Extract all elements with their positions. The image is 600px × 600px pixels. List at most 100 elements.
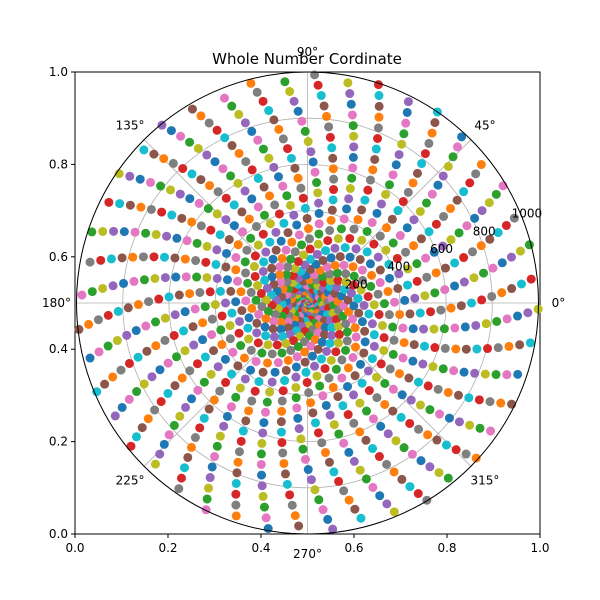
scatter-point [87, 227, 97, 237]
scatter-point [87, 287, 97, 297]
scatter-point [149, 149, 159, 159]
scatter-point [391, 160, 401, 170]
scatter-point [150, 459, 160, 469]
scatter-point [232, 468, 242, 478]
scatter-point [450, 281, 460, 291]
scatter-point [267, 263, 277, 273]
scatter-point [183, 452, 193, 462]
scatter-point [281, 339, 291, 349]
scatter-point [253, 135, 263, 145]
scatter-point [290, 163, 300, 173]
scatter-point [440, 343, 450, 353]
scatter-point [324, 457, 334, 467]
scatter-point [260, 407, 270, 417]
scatter-point [256, 459, 266, 469]
scatter-point [246, 287, 256, 297]
scatter-point [163, 388, 173, 398]
scatter-point [476, 241, 486, 251]
scatter-point [477, 206, 487, 216]
scatter-point [282, 479, 292, 489]
scatter-point [375, 278, 385, 288]
scatter-point [424, 138, 434, 148]
scatter-point [448, 152, 458, 162]
scatter-point [215, 431, 225, 441]
scatter-point [178, 164, 188, 174]
scatter-point [131, 432, 141, 442]
scatter-point [282, 191, 292, 201]
scatter-point [349, 301, 359, 311]
scatter-point [128, 252, 138, 262]
scatter-point [138, 252, 148, 262]
scatter-point [443, 161, 453, 171]
scatter-point [330, 243, 340, 253]
scatter-point [126, 441, 136, 451]
scatter-point [98, 283, 108, 293]
scatter-point [492, 316, 502, 326]
scatter-point [251, 295, 261, 305]
scatter-point [304, 388, 314, 398]
scatter-point [347, 173, 357, 183]
scatter-point [443, 387, 453, 397]
scatter-point [253, 281, 263, 291]
scatter-point [428, 362, 438, 372]
scatter-point [273, 358, 283, 368]
scatter-point [509, 213, 519, 223]
scatter-point [363, 292, 373, 302]
scatter-point [292, 403, 302, 413]
scatter-point [523, 308, 533, 318]
scatter-point [380, 378, 390, 388]
scatter-point [439, 324, 449, 334]
scatter-point [339, 486, 349, 496]
scatter-point [202, 494, 212, 504]
scatter-point [365, 259, 375, 269]
scatter-point [227, 141, 237, 151]
scatter-point [394, 369, 404, 379]
scatter-point [253, 338, 263, 348]
scatter-point [115, 199, 125, 209]
scatter-point [233, 178, 243, 188]
scatter-point [384, 259, 394, 269]
scatter-point [438, 241, 448, 251]
scatter-point [385, 364, 395, 374]
scatter-point [212, 125, 222, 135]
scatter-point [182, 236, 192, 246]
scatter-point [364, 309, 374, 319]
scatter-point [382, 499, 392, 509]
scatter-point [283, 144, 293, 154]
scatter-point [261, 513, 271, 523]
scatter-point [168, 158, 178, 168]
scatter-point [343, 410, 353, 420]
scatter-point [425, 405, 435, 415]
scatter-point [192, 359, 202, 369]
scatter-point [125, 171, 135, 181]
scatter-point [496, 398, 506, 408]
scatter-point [320, 448, 330, 458]
scatter-point [291, 382, 301, 392]
scatter-point [318, 255, 328, 265]
scatter-point [281, 365, 291, 375]
scatter-point [497, 288, 507, 298]
scatter-point [367, 354, 377, 364]
scatter-point [322, 111, 332, 121]
scatter-point [454, 417, 464, 427]
scatter-point [149, 252, 159, 262]
scatter-point [291, 372, 301, 382]
scatter-point [483, 344, 493, 354]
scatter-point [372, 393, 382, 403]
scatter-point [348, 262, 358, 272]
scatter-point [235, 383, 245, 393]
scatter-point [308, 157, 318, 167]
scatter-point [215, 286, 225, 296]
scatter-point [206, 225, 216, 235]
radial-tick-label: 800 [473, 224, 496, 238]
scatter-point [320, 364, 330, 374]
scatter-point [246, 345, 256, 355]
scatter-point [261, 247, 271, 257]
scatter-point [216, 325, 226, 335]
scatter-point [233, 361, 243, 371]
scatter-point [373, 289, 383, 299]
scatter-point [276, 417, 286, 427]
scatter-point [356, 513, 366, 523]
scatter-point [227, 101, 237, 111]
scatter-point [449, 366, 459, 376]
